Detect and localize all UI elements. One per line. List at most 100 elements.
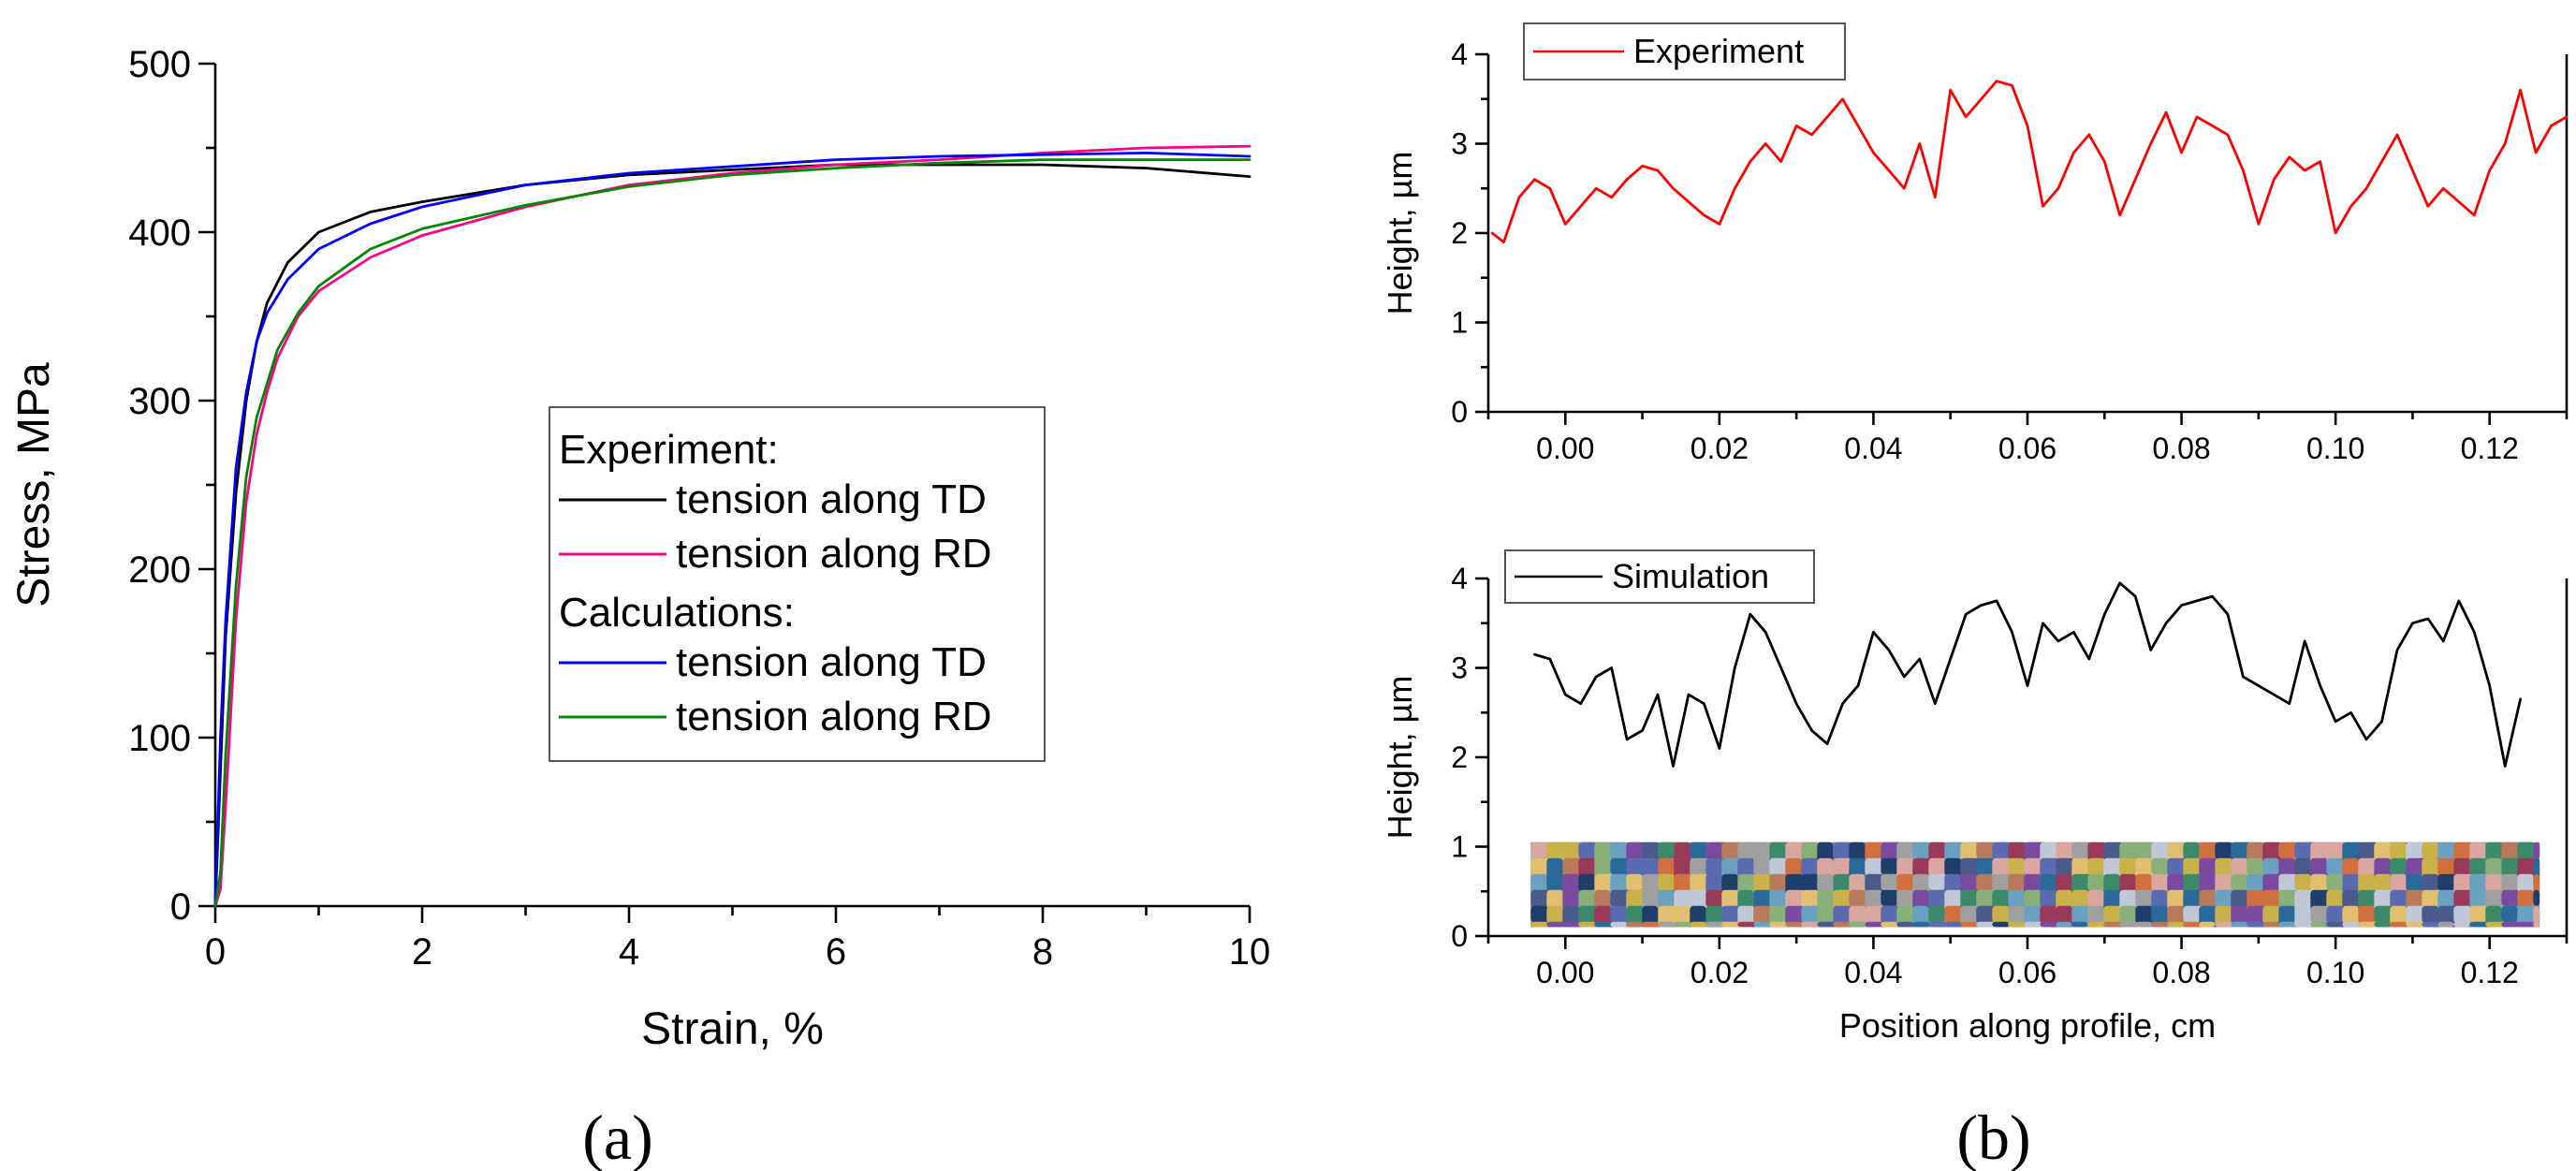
x-tick-label: 4 bbox=[619, 931, 639, 973]
simulation-height-chart: 0 1 2 3 4 0.00 0.02 0.04 0.06 0.08 0.10 0.12 Height,… bbox=[1381, 549, 2569, 1045]
grain bbox=[1865, 842, 1884, 862]
grain bbox=[1960, 889, 1978, 912]
y-tick-label: 1 bbox=[1451, 830, 1468, 864]
grain bbox=[1912, 921, 1931, 928]
grain bbox=[2119, 857, 2140, 876]
grain bbox=[1562, 905, 1584, 925]
grain bbox=[1976, 889, 1998, 911]
grain bbox=[2056, 873, 2076, 894]
grain bbox=[1530, 842, 1551, 863]
grain bbox=[1705, 842, 1727, 859]
grain bbox=[1610, 889, 1631, 907]
grain bbox=[1530, 921, 1549, 928]
grain bbox=[2008, 889, 2028, 907]
x-tick-label: 0.02 bbox=[1690, 956, 1749, 989]
y-axis-title: Height, µm bbox=[1381, 152, 1419, 315]
grain bbox=[1881, 889, 1899, 906]
legend-box bbox=[549, 406, 1046, 762]
y-tick-label: 2 bbox=[1451, 216, 1468, 250]
grain bbox=[1642, 889, 1660, 910]
grain bbox=[2517, 842, 2536, 861]
x-axis-title: Strain, % bbox=[641, 1004, 824, 1054]
grain bbox=[1817, 842, 1834, 862]
legend: Experiment bbox=[1523, 22, 1846, 81]
grain bbox=[1721, 905, 1740, 922]
grain bbox=[1594, 905, 1612, 925]
grain bbox=[1817, 905, 1835, 922]
grain bbox=[2406, 905, 2427, 927]
grain bbox=[1881, 921, 1901, 928]
grain bbox=[2119, 905, 2141, 923]
grain bbox=[1849, 889, 1866, 907]
grain bbox=[2278, 842, 2300, 858]
grain bbox=[1801, 889, 1820, 908]
grain bbox=[2533, 873, 2540, 896]
grain bbox=[2087, 889, 2104, 910]
y-axis-title: Height, µm bbox=[1381, 676, 1419, 840]
grain bbox=[2294, 921, 2313, 928]
grain bbox=[1785, 857, 1803, 877]
grain bbox=[2485, 857, 2503, 880]
y-tick-label: 200 bbox=[128, 549, 191, 591]
grain bbox=[1642, 873, 1663, 891]
x-tick-label: 0.02 bbox=[1690, 432, 1749, 465]
grain bbox=[2342, 921, 2361, 928]
grain bbox=[2437, 842, 2458, 861]
grain bbox=[1642, 921, 1664, 928]
grain bbox=[1546, 889, 1564, 910]
grain bbox=[2103, 842, 2124, 861]
grain bbox=[2390, 921, 2410, 928]
x-tick-label: 0.12 bbox=[2461, 956, 2519, 989]
grain bbox=[1801, 857, 1822, 878]
grain bbox=[1753, 921, 1771, 928]
grain bbox=[1912, 873, 1929, 894]
grain bbox=[2151, 921, 2174, 928]
x-tick-label: 0.08 bbox=[2152, 956, 2210, 989]
grain bbox=[2485, 921, 2508, 928]
grain bbox=[2517, 857, 2539, 879]
y-tick-label: 4 bbox=[1451, 562, 1468, 595]
grain bbox=[2199, 921, 2216, 928]
grain bbox=[2071, 921, 2088, 928]
grain bbox=[2024, 857, 2044, 875]
grain bbox=[2087, 842, 2107, 861]
grain bbox=[2422, 842, 2438, 859]
grain bbox=[2469, 857, 2488, 875]
grain bbox=[2056, 921, 2072, 928]
x-tick-label: 0.00 bbox=[1536, 432, 1594, 465]
grain bbox=[2071, 889, 2089, 907]
grain bbox=[1833, 921, 1852, 928]
x-tick-label: 2 bbox=[412, 931, 432, 973]
grain bbox=[2326, 857, 2346, 875]
grain bbox=[2501, 889, 2521, 906]
grain bbox=[1785, 921, 1804, 928]
grain bbox=[2374, 921, 2392, 928]
grain bbox=[1610, 857, 1630, 875]
grain bbox=[1833, 857, 1852, 879]
grain bbox=[1801, 921, 1822, 928]
grain bbox=[2278, 905, 2297, 927]
legend-entry: Experiment bbox=[1633, 32, 1804, 70]
grain bbox=[2390, 873, 2408, 891]
y-tick-label: 3 bbox=[1451, 651, 1468, 685]
grain bbox=[1769, 857, 1790, 875]
grain bbox=[2342, 857, 2360, 878]
grain bbox=[1594, 921, 1617, 928]
grain bbox=[1642, 857, 1660, 875]
grain bbox=[2262, 857, 2279, 874]
grain bbox=[1912, 889, 1929, 910]
legend-entry: tension along RD bbox=[676, 531, 992, 577]
x-tick-label: 0.12 bbox=[2461, 432, 2519, 465]
y-tick-label: 300 bbox=[128, 381, 191, 422]
panel-label-a: (a) bbox=[582, 1102, 652, 1171]
legend-entry: tension along TD bbox=[676, 639, 987, 685]
grain bbox=[1658, 873, 1675, 891]
grain bbox=[1530, 857, 1549, 878]
grain bbox=[2374, 905, 2394, 923]
grain bbox=[2247, 857, 2263, 876]
legend-entry: tension along TD bbox=[676, 476, 987, 522]
x-tick-label: 0.06 bbox=[1998, 432, 2056, 465]
grain bbox=[1865, 921, 1885, 928]
grain bbox=[2008, 873, 2026, 895]
